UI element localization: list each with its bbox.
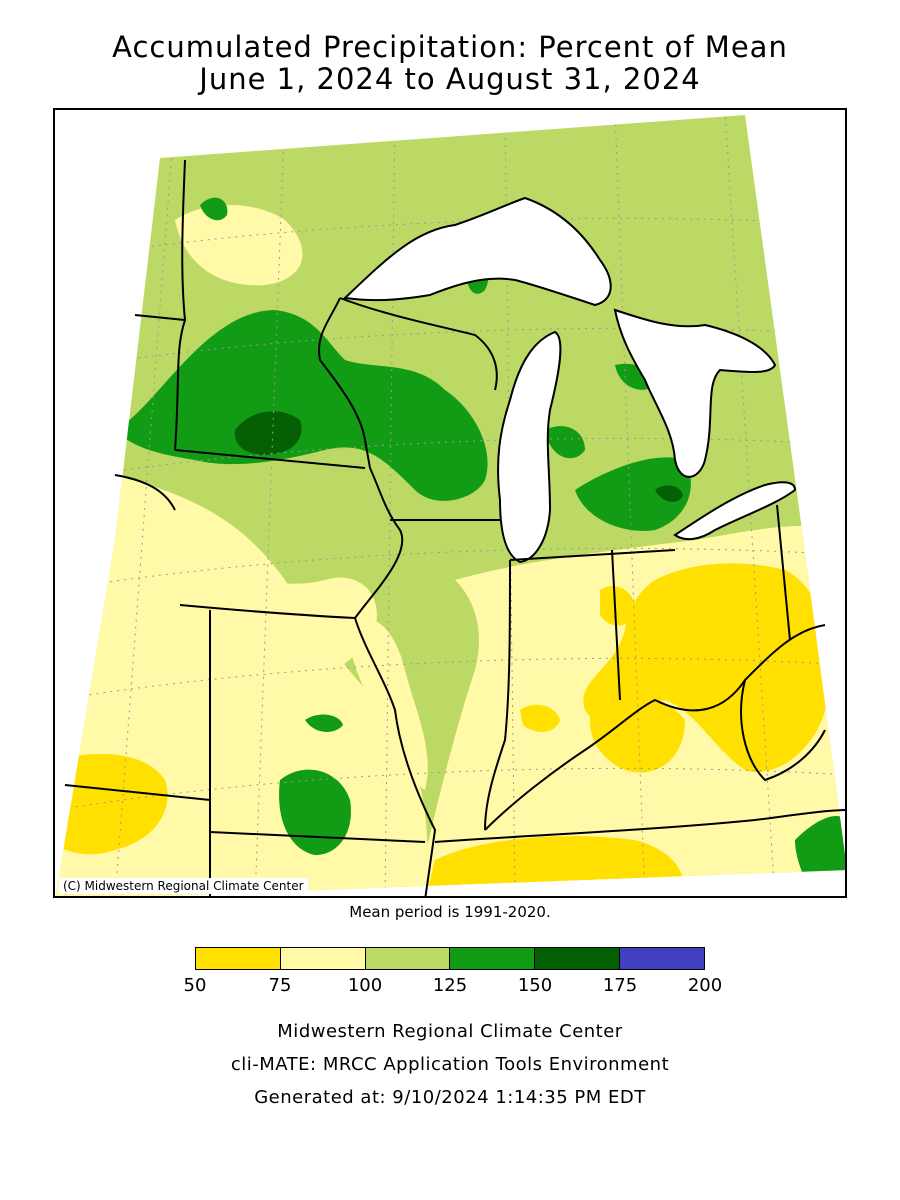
lake-huron xyxy=(613,308,777,478)
legend-swatch-3 xyxy=(450,948,536,969)
map-title-line-2: June 1, 2024 to August 31, 2024 xyxy=(199,62,701,96)
border-il-mo xyxy=(354,617,437,896)
border-mi-in-oh xyxy=(509,549,676,561)
region-75-100-illinois-strip xyxy=(348,617,428,790)
border-mn-wi xyxy=(318,297,371,469)
region-75-100-iowa xyxy=(115,497,377,718)
border-wi-up xyxy=(339,297,498,391)
region-75-100-north-mn xyxy=(175,205,303,286)
legend-tick-label: 100 xyxy=(347,975,383,996)
region-150-175-mn xyxy=(234,411,302,455)
map-canvas xyxy=(55,115,845,896)
region-50-75-indiana xyxy=(600,586,635,626)
border-oh-pa xyxy=(776,504,791,641)
lake-erie xyxy=(673,481,797,541)
border-ohio-river xyxy=(484,624,826,831)
border-ia-mo xyxy=(179,604,356,619)
legend-swatch-1 xyxy=(280,948,366,969)
legend-tick-label: 200 xyxy=(687,975,723,996)
footer-generated-time: Generated at: 9/10/2024 1:14:35 PM EDT xyxy=(254,1087,646,1108)
region-50-75-kentucky xyxy=(589,692,685,773)
region-125-150-missouri xyxy=(279,769,351,855)
region-125-150-mich-lp xyxy=(575,457,691,531)
region-125-150-mich-north xyxy=(545,426,585,459)
legend-swatch-2 xyxy=(365,948,451,969)
lake-superior xyxy=(342,196,612,307)
border-mo-ar xyxy=(209,831,426,843)
border-mn-ia xyxy=(174,449,366,469)
border-sd-ne xyxy=(114,474,176,511)
border-ia-il xyxy=(354,467,404,619)
precipitation-map: (C) Midwestern Regional Climate Center xyxy=(53,108,847,898)
copyright-label: (C) Midwestern Regional Climate Center xyxy=(59,878,308,894)
region-125-150-mo-spot xyxy=(305,714,343,732)
legend-tick-label: 125 xyxy=(432,975,468,996)
border-il-in xyxy=(484,559,511,831)
legend-colorbar xyxy=(195,947,705,970)
mean-period-note: Mean period is 1991-2020. xyxy=(349,903,551,921)
region-50-75-in-spot xyxy=(520,704,560,732)
border-ky-tn xyxy=(434,809,845,843)
lake-michigan xyxy=(497,330,562,564)
legend-swatch-0 xyxy=(196,948,281,969)
legend-swatch-4 xyxy=(535,948,621,969)
border-in-oh xyxy=(611,549,621,701)
border-wv xyxy=(740,679,826,782)
footer-application: cli-MATE: MRCC Application Tools Environ… xyxy=(230,1054,670,1075)
map-title-line-1: Accumulated Precipitation: Percent of Me… xyxy=(112,30,788,64)
region-150-175-mich xyxy=(655,485,683,502)
region-50-75-ohio xyxy=(583,563,829,772)
legend-tick-label: 50 xyxy=(183,975,207,996)
legend-tick-label: 75 xyxy=(268,975,292,996)
border-ne-ks xyxy=(64,784,211,801)
state-boundaries xyxy=(64,159,845,896)
footer-organization: Midwestern Regional Climate Center xyxy=(277,1021,623,1042)
legend-swatch-5 xyxy=(620,948,704,969)
region-125-150-mn-ne xyxy=(200,197,228,221)
great-lakes xyxy=(342,196,797,564)
legend-tick-label: 150 xyxy=(517,975,553,996)
region-50-75-kansas xyxy=(55,754,168,855)
graticule xyxy=(55,115,845,896)
legend-tick-label: 175 xyxy=(602,975,638,996)
border-nd-sd xyxy=(134,314,186,321)
